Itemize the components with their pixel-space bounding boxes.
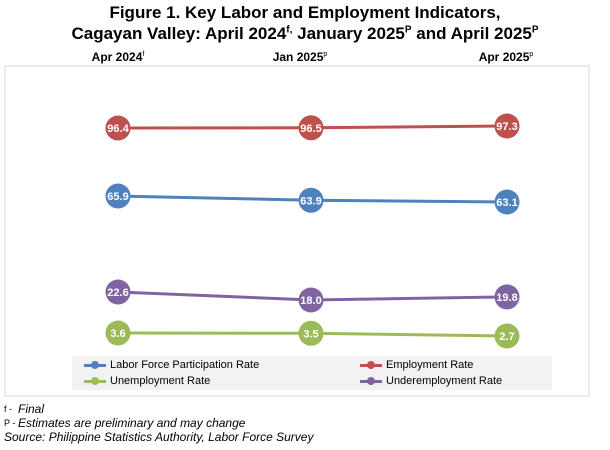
- footnotes: f - Final P - Estimates are preliminary an…: [4, 402, 313, 444]
- title-sup-1: f,: [286, 24, 293, 36]
- legend-label-lfpr: Labor Force Participation Rate: [110, 359, 260, 371]
- period-label-2-text: Jan 2025: [272, 50, 324, 64]
- period-label-1-sup: f: [142, 51, 145, 58]
- legend-item-employment: Employment Rate: [360, 359, 473, 371]
- title-part-c: and April 2025: [411, 24, 532, 43]
- footnote-preliminary: P - Estimates are preliminary and may cha…: [4, 416, 313, 430]
- chart-title-line2: Cagayan Valley: April 2024f, January 202…: [0, 23, 610, 44]
- chart-canvas: 96.4 96.5 97.3 65.9 63.9 63.1 22.6 18.0 19.8 3.6 3…: [4, 65, 590, 397]
- data-point-unemployment-rate-1: [105, 320, 131, 346]
- data-label-labor-force-participation-rate-1: 65.9: [107, 191, 128, 203]
- footnote-source: Source: Philippine Statistics Authority,…: [4, 430, 313, 444]
- data-label-underemployment-rate-2: 18.0: [300, 295, 321, 307]
- data-point-underemployment-rate-1: [105, 279, 131, 305]
- title-part-a: Cagayan Valley: April 2024: [71, 24, 287, 43]
- data-label-employment-rate-3: 97.3: [496, 121, 517, 133]
- footnote-final: f - Final: [4, 402, 313, 416]
- legend-item-lfpr: Labor Force Participation Rate: [84, 359, 259, 371]
- legend-item-unemployment: Unemployment Rate: [84, 375, 210, 387]
- data-point-labor-force-participation-rate-2: [298, 187, 324, 213]
- footnote-preliminary-text: Estimates are preliminary and may change: [18, 416, 246, 430]
- legend-swatch-unemployment: [84, 376, 106, 386]
- data-point-unemployment-rate-3: [494, 323, 520, 349]
- plot-frame: [4, 65, 590, 397]
- footnote-final-symbol: f -: [4, 404, 12, 414]
- legend-swatch-lfpr: [84, 360, 106, 370]
- data-point-underemployment-rate-2: [298, 287, 324, 313]
- data-point-labor-force-participation-rate-1: [105, 183, 131, 209]
- legend-label-underemployment: Underemployment Rate: [386, 375, 503, 387]
- footnote-source-text: Source: Philippine Statistics Authority,…: [4, 430, 314, 444]
- period-label-3-text: Apr 2025: [478, 50, 530, 64]
- data-label-employment-rate-2: 96.5: [300, 123, 321, 135]
- title-part-b: January 2025: [292, 24, 405, 43]
- data-label-underemployment-rate-3: 19.8: [496, 292, 517, 304]
- legend-swatch-underemployment: [360, 376, 382, 386]
- legend-item-underemployment: Underemployment Rate: [360, 375, 502, 387]
- data-label-unemployment-rate-2: 3.5: [303, 328, 318, 340]
- data-point-unemployment-rate-2: [298, 320, 324, 346]
- data-label-employment-rate-1: 96.4: [107, 123, 129, 135]
- title-sup-3: P: [531, 24, 539, 36]
- data-label-unemployment-rate-1: 3.6: [110, 328, 125, 340]
- period-label-3: Apr 2025p: [456, 50, 556, 64]
- footnote-preliminary-symbol: P -: [4, 418, 16, 428]
- chart-title-line1: Figure 1. Key Labor and Employment Indic…: [109, 3, 501, 22]
- period-label-1-text: Apr 2024: [91, 50, 143, 64]
- data-label-labor-force-participation-rate-2: 63.9: [300, 195, 321, 207]
- data-label-underemployment-rate-1: 22.6: [107, 287, 128, 299]
- period-label-2: Jan 2025p: [250, 50, 350, 64]
- data-label-labor-force-participation-rate-3: 63.1: [496, 197, 517, 209]
- data-point-labor-force-participation-rate-3: [494, 189, 520, 215]
- period-label-1: Apr 2024f: [68, 50, 168, 64]
- data-point-underemployment-rate-3: [494, 284, 520, 310]
- chart-title: Figure 1. Key Labor and Employment Indic…: [0, 2, 610, 44]
- legend-swatch-employment: [360, 360, 382, 370]
- data-point-employment-rate-3: [494, 113, 520, 139]
- period-label-2-sup: p: [323, 51, 328, 58]
- period-label-3-sup: p: [529, 51, 534, 58]
- footnote-final-text: Final: [18, 402, 45, 416]
- legend-label-unemployment: Unemployment Rate: [110, 375, 211, 387]
- chart-legend: Labor Force Participation Rate Employmen…: [72, 356, 552, 390]
- data-point-employment-rate-1: [105, 115, 131, 141]
- legend-label-employment: Employment Rate: [386, 359, 474, 371]
- data-point-employment-rate-2: [298, 115, 324, 141]
- series-points: 96.4 96.5 97.3 65.9 63.9 63.1 22.6 18.0 19.8 3.6 3…: [105, 113, 520, 349]
- data-label-unemployment-rate-3: 2.7: [499, 331, 514, 343]
- title-sup-2: P: [404, 24, 412, 36]
